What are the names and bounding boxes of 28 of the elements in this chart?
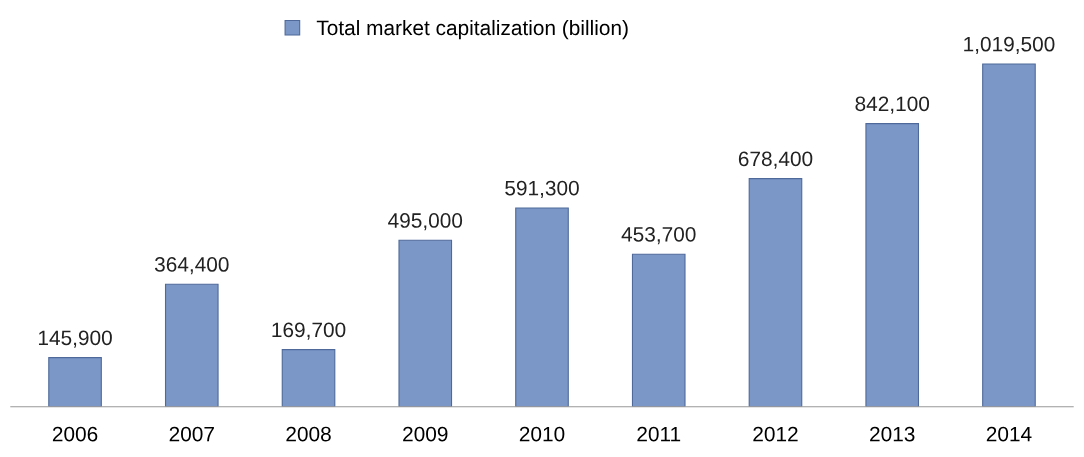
data-label: 495,000: [388, 213, 463, 231]
bar: [865, 123, 920, 407]
bar: [398, 239, 453, 407]
legend-label: Total market capitalization (billion): [316, 19, 628, 40]
x-tick-label: 2011: [637, 426, 681, 442]
bar: [982, 63, 1036, 407]
x-tick-label: 2010: [519, 426, 565, 442]
x-tick-label: 2009: [403, 426, 448, 442]
x-tick-label: 2014: [986, 426, 1032, 442]
bar: [48, 357, 102, 407]
x-tick-label: 2012: [753, 426, 798, 442]
data-label: 1,019,500: [964, 36, 1055, 54]
x-tick-label: 2008: [286, 426, 331, 442]
data-label: 364,400: [154, 257, 229, 275]
data-label: 842,100: [855, 96, 930, 114]
data-label: 678,400: [738, 151, 813, 169]
data-label: 169,700: [272, 322, 346, 340]
x-tick-label: 2007: [169, 426, 214, 442]
bar: [631, 253, 686, 407]
bar: [748, 178, 803, 407]
x-tick-label: 2006: [52, 426, 98, 442]
data-label: 591,300: [505, 180, 579, 198]
bar: [515, 207, 569, 407]
data-label: 145,900: [38, 330, 112, 348]
bar: [281, 349, 336, 407]
x-tick-label: 2013: [870, 426, 915, 442]
bar: [164, 283, 219, 407]
data-label: 453,700: [621, 226, 696, 245]
